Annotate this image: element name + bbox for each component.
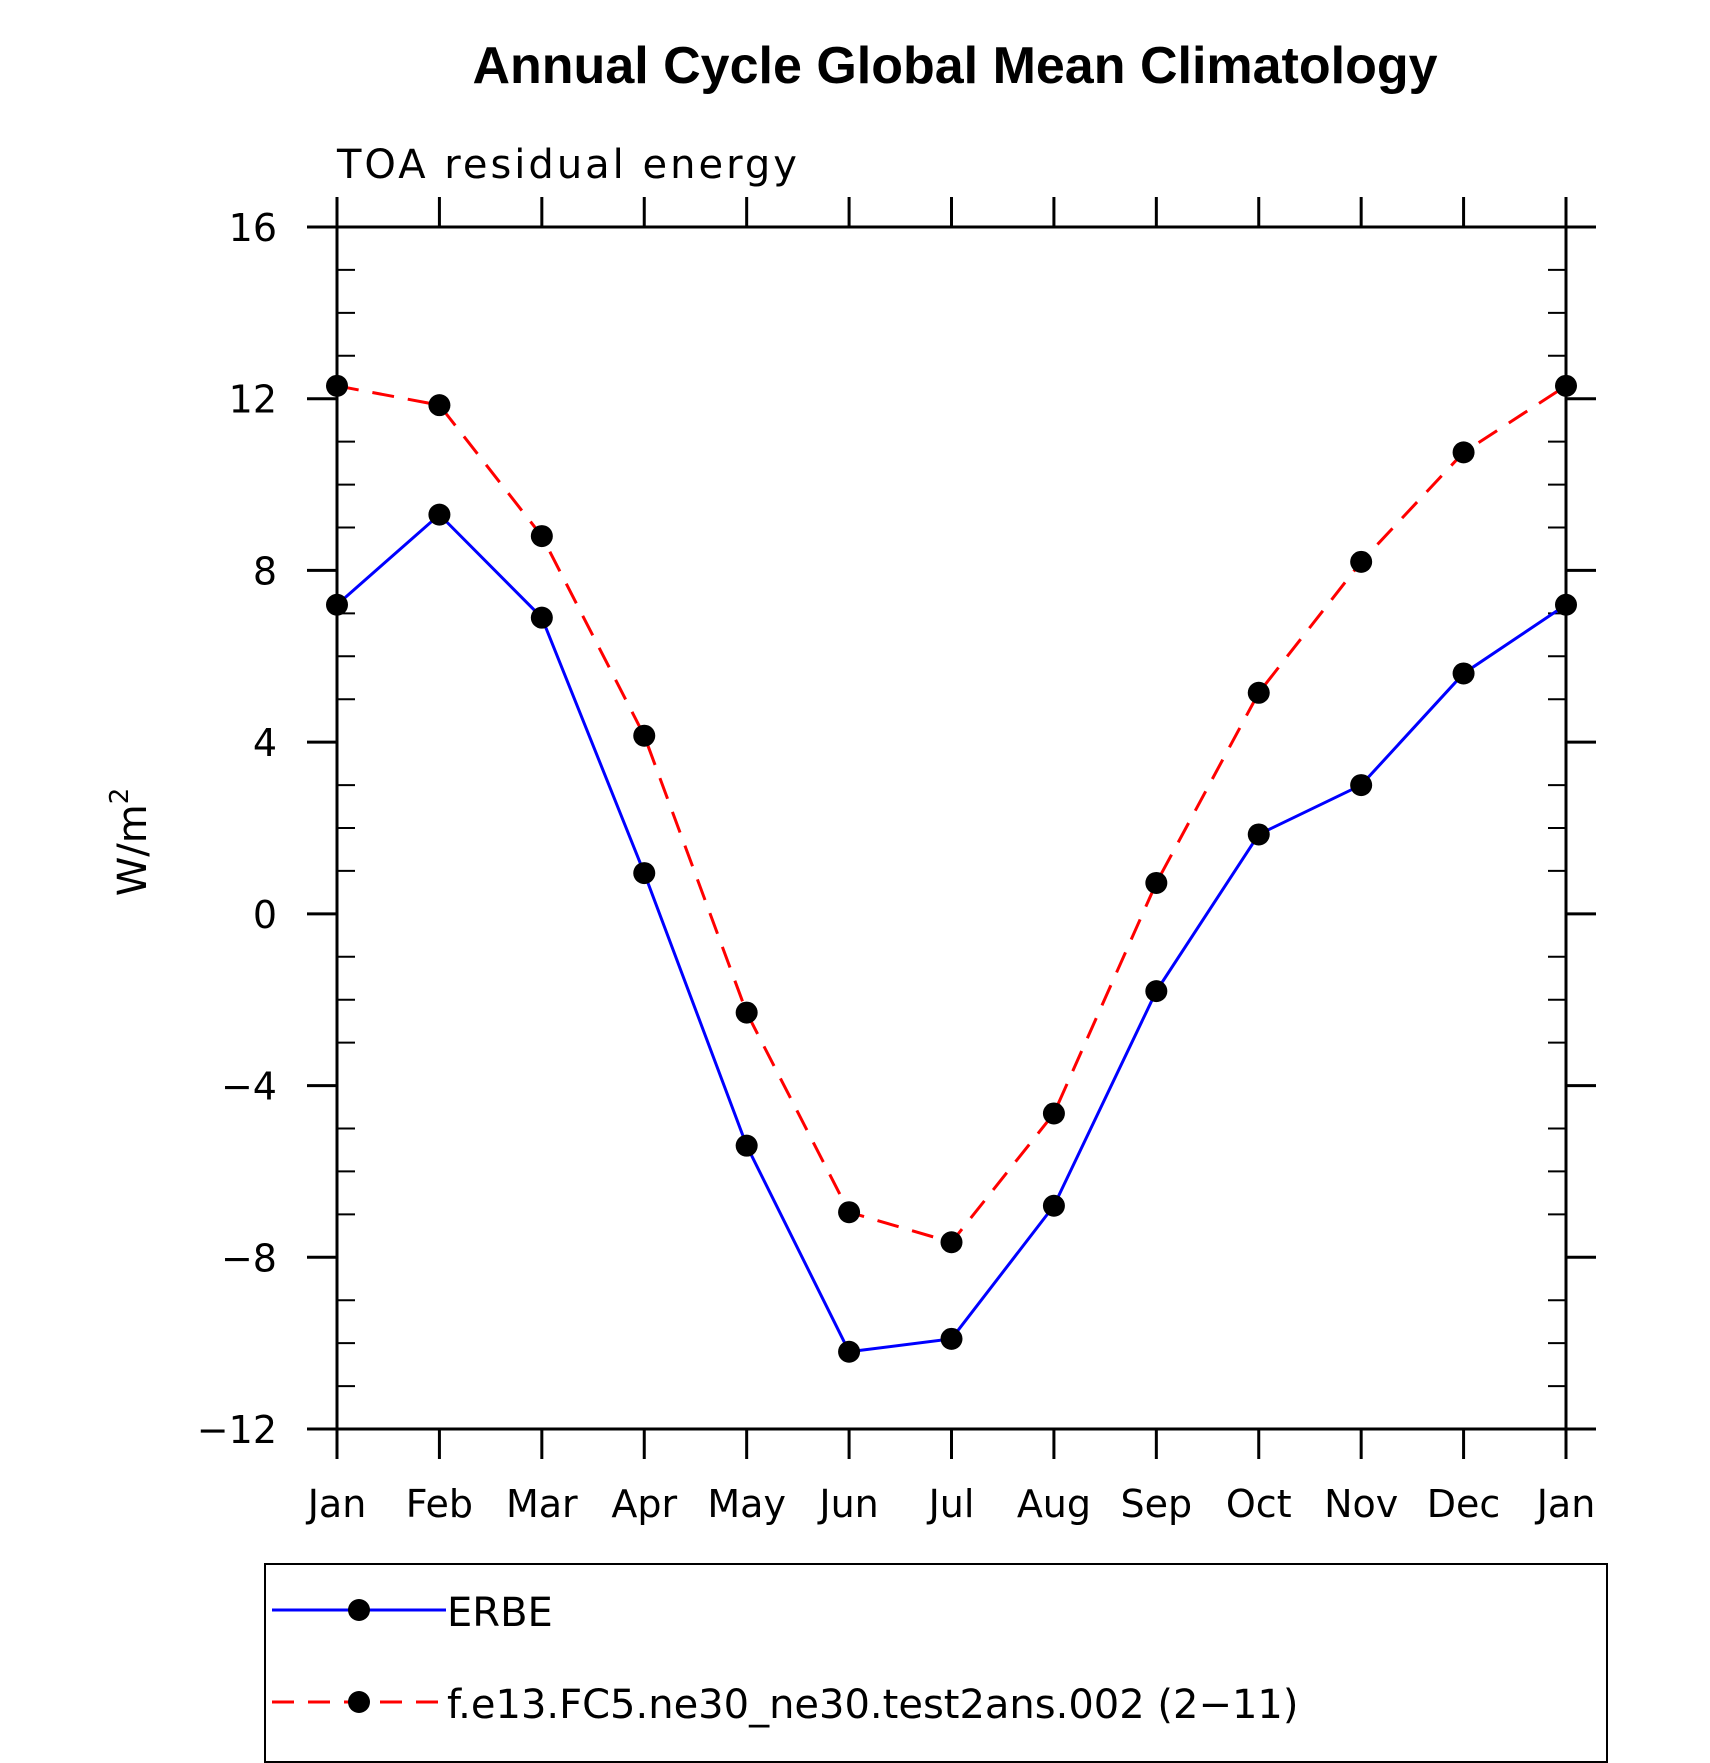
y-tick-label: −12: [197, 1408, 277, 1452]
data-point: [1350, 774, 1373, 797]
data-point: [1350, 550, 1373, 573]
y-tick-label: 12: [229, 378, 277, 422]
y-tick-label: 4: [253, 721, 277, 765]
data-point: [1452, 662, 1475, 685]
data-point: [1042, 1194, 1065, 1217]
series-layer: [326, 374, 1577, 1363]
legend-box: [264, 1563, 1608, 1763]
y-tick-label: −8: [221, 1236, 277, 1280]
data-point: [1247, 823, 1270, 846]
y-axis-label-main: W/m: [110, 804, 156, 896]
data-point: [1247, 681, 1270, 704]
legend-marker-erbe: [348, 1599, 370, 1621]
legend-marker-model: [348, 1691, 370, 1713]
series-line: [336, 512, 1567, 1354]
x-tick-label: Jul: [927, 1482, 975, 1526]
x-tick-label: Apr: [611, 1482, 677, 1526]
chart-title: Annual Cycle Global Mean Climatology: [472, 37, 1437, 95]
data-point: [940, 1231, 963, 1254]
x-tick-label: Sep: [1121, 1482, 1193, 1526]
data-point: [838, 1201, 861, 1224]
data-point: [633, 724, 656, 747]
y-tick-label: 8: [253, 549, 277, 593]
x-tick-label: Feb: [406, 1482, 473, 1526]
x-tick-label: Aug: [1017, 1482, 1091, 1526]
legend-label-erbe: ERBE: [447, 1590, 553, 1636]
y-axis-label-sup: 2: [105, 788, 135, 805]
x-tick-label: Jan: [306, 1482, 367, 1526]
data-point: [735, 1134, 758, 1157]
data-point: [428, 394, 451, 417]
data-point: [735, 1001, 758, 1024]
data-point: [1555, 374, 1577, 397]
data-point: [940, 1327, 963, 1350]
legend-label-model: f.e13.FC5.ne30_ne30.test2ans.002 (2−11): [447, 1682, 1298, 1728]
data-point: [838, 1340, 861, 1363]
data-point: [428, 503, 451, 526]
data-point: [633, 862, 656, 885]
data-point: [326, 593, 348, 616]
data-point: [1452, 441, 1475, 464]
data-point: [1555, 593, 1577, 616]
data-point: [1145, 871, 1168, 894]
legend: ERBE f.e13.FC5.ne30_ne30.test2ans.002 (2…: [264, 1563, 1608, 1763]
x-tick-label: Jan: [1535, 1482, 1596, 1526]
data-point: [530, 606, 553, 629]
y-axis-label: W/m2: [105, 788, 156, 897]
data-point: [530, 525, 553, 548]
data-point: [326, 374, 348, 397]
axes: Jan Feb Mar Apr May Jun Jul Aug Sep Oct Nov Dec Jan−…: [197, 197, 1596, 1526]
x-tick-label: Nov: [1324, 1482, 1398, 1526]
x-tick-label: May: [707, 1482, 786, 1526]
y-tick-label: 16: [229, 206, 277, 250]
x-tick-label: Oct: [1226, 1482, 1292, 1526]
series-line: [336, 384, 1567, 1244]
y-tick-label: −4: [221, 1065, 277, 1109]
x-tick-label: Dec: [1427, 1482, 1501, 1526]
y-tick-label: 0: [253, 893, 277, 937]
x-tick-label: Mar: [506, 1482, 578, 1526]
data-point: [1042, 1102, 1065, 1125]
data-point: [1145, 980, 1168, 1003]
x-tick-label: Jun: [817, 1482, 878, 1526]
chart-subtitle: TOA residual energy: [336, 142, 800, 188]
